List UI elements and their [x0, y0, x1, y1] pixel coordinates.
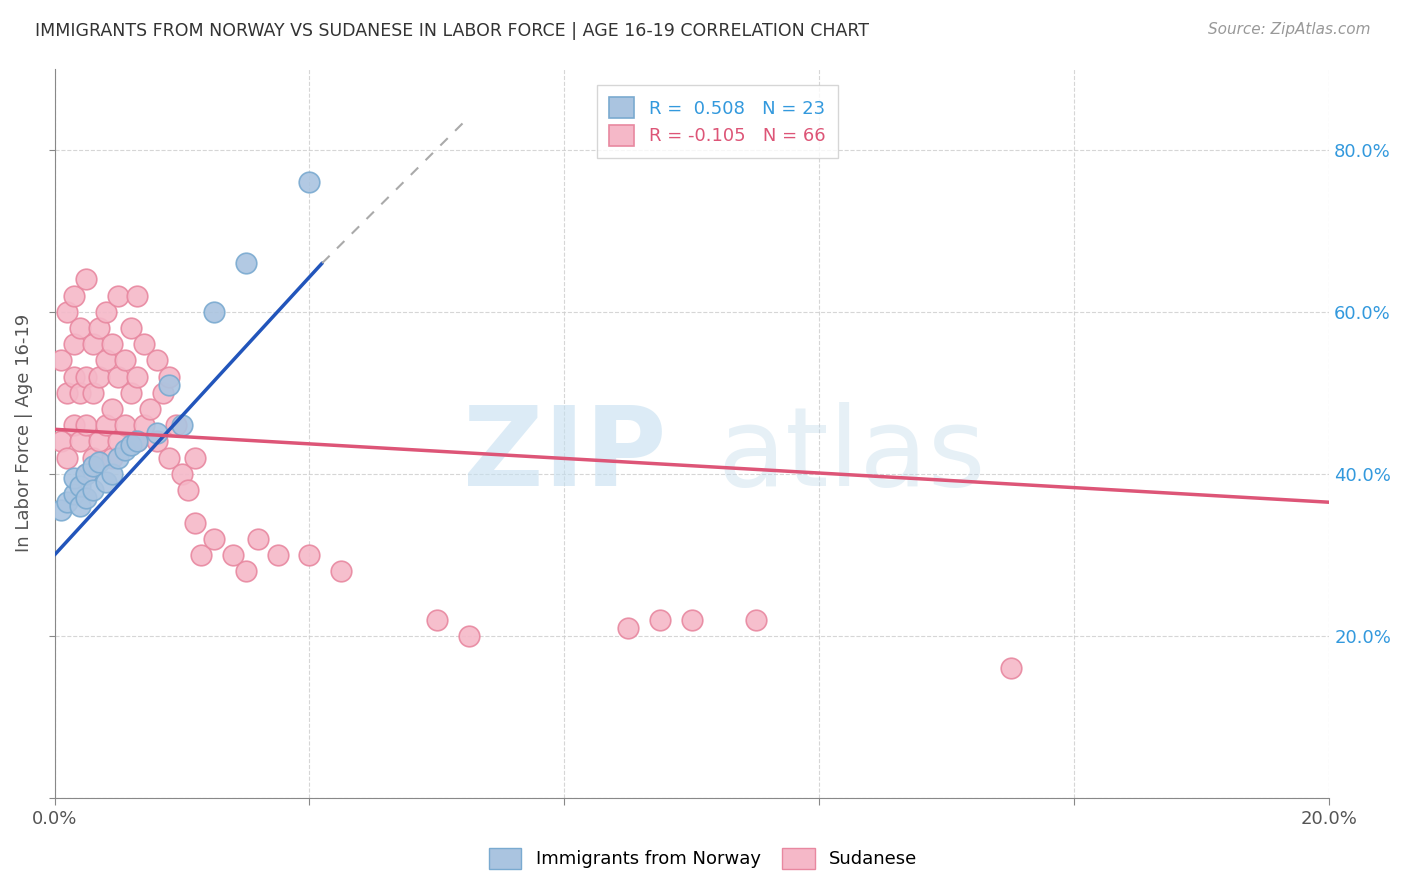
Point: [120, 385, 142, 400]
Point: [62, 369, 84, 384]
Point: [69, 434, 91, 449]
Point: [82, 458, 104, 473]
Point: [75, 272, 97, 286]
Point: [56, 385, 79, 400]
Text: atlas: atlas: [717, 401, 986, 508]
Point: [69, 321, 91, 335]
Point: [157, 450, 180, 465]
Text: Source: ZipAtlas.com: Source: ZipAtlas.com: [1208, 22, 1371, 37]
Point: [617, 621, 640, 635]
Point: [127, 434, 149, 449]
Point: [127, 369, 149, 384]
Point: [94, 475, 117, 489]
Point: [56, 450, 79, 465]
Point: [56, 495, 79, 509]
Point: [75, 467, 97, 481]
Point: [127, 288, 149, 302]
Point: [75, 491, 97, 505]
Point: [202, 304, 225, 318]
Point: [157, 369, 180, 384]
Point: [681, 613, 703, 627]
Point: [139, 402, 162, 417]
Point: [298, 175, 321, 189]
Point: [49, 503, 72, 517]
Point: [157, 377, 180, 392]
Point: [127, 434, 149, 449]
Point: [114, 418, 136, 433]
Point: [266, 548, 288, 562]
Point: [94, 418, 117, 433]
Point: [62, 288, 84, 302]
Point: [49, 434, 72, 449]
Point: [298, 548, 321, 562]
Point: [132, 337, 155, 351]
Point: [114, 353, 136, 368]
Point: [145, 434, 167, 449]
Legend: Immigrants from Norway, Sudanese: Immigrants from Norway, Sudanese: [481, 840, 925, 876]
Point: [82, 483, 104, 497]
Point: [101, 402, 124, 417]
Point: [69, 385, 91, 400]
Point: [101, 450, 124, 465]
Point: [62, 418, 84, 433]
Point: [165, 418, 187, 433]
Point: [170, 418, 193, 433]
Point: [94, 304, 117, 318]
Point: [132, 418, 155, 433]
Point: [222, 548, 245, 562]
Point: [62, 487, 84, 501]
Point: [426, 613, 449, 627]
Point: [202, 532, 225, 546]
Point: [101, 467, 124, 481]
Point: [82, 450, 104, 465]
Point: [648, 613, 671, 627]
Point: [101, 337, 124, 351]
Point: [170, 467, 193, 481]
Point: [235, 256, 257, 270]
Point: [49, 353, 72, 368]
Point: [145, 426, 167, 441]
Point: [107, 434, 129, 449]
Point: [107, 288, 129, 302]
Point: [75, 467, 97, 481]
Point: [94, 353, 117, 368]
Point: [56, 304, 79, 318]
Point: [107, 450, 129, 465]
Text: IMMIGRANTS FROM NORWAY VS SUDANESE IN LABOR FORCE | AGE 16-19 CORRELATION CHART: IMMIGRANTS FROM NORWAY VS SUDANESE IN LA…: [35, 22, 869, 40]
Point: [190, 548, 212, 562]
Point: [89, 369, 111, 384]
Point: [62, 471, 84, 485]
Point: [235, 564, 257, 578]
Point: [82, 385, 104, 400]
Point: [744, 613, 766, 627]
Text: ZIP: ZIP: [463, 401, 666, 508]
Point: [62, 337, 84, 351]
Point: [145, 353, 167, 368]
Point: [120, 438, 142, 452]
Point: [1000, 661, 1022, 675]
Legend: R =  0.508   N = 23, R = -0.105   N = 66: R = 0.508 N = 23, R = -0.105 N = 66: [596, 85, 838, 158]
Point: [120, 321, 142, 335]
Point: [89, 321, 111, 335]
Point: [457, 629, 479, 643]
Point: [82, 337, 104, 351]
Point: [75, 418, 97, 433]
Point: [247, 532, 270, 546]
Point: [114, 442, 136, 457]
Point: [177, 483, 200, 497]
Point: [107, 369, 129, 384]
Point: [69, 500, 91, 514]
Point: [75, 369, 97, 384]
Point: [184, 450, 207, 465]
Point: [330, 564, 353, 578]
Point: [69, 479, 91, 493]
Y-axis label: In Labor Force | Age 16-19: In Labor Force | Age 16-19: [15, 314, 32, 552]
Point: [89, 434, 111, 449]
Point: [152, 385, 174, 400]
Point: [184, 516, 207, 530]
Point: [89, 455, 111, 469]
